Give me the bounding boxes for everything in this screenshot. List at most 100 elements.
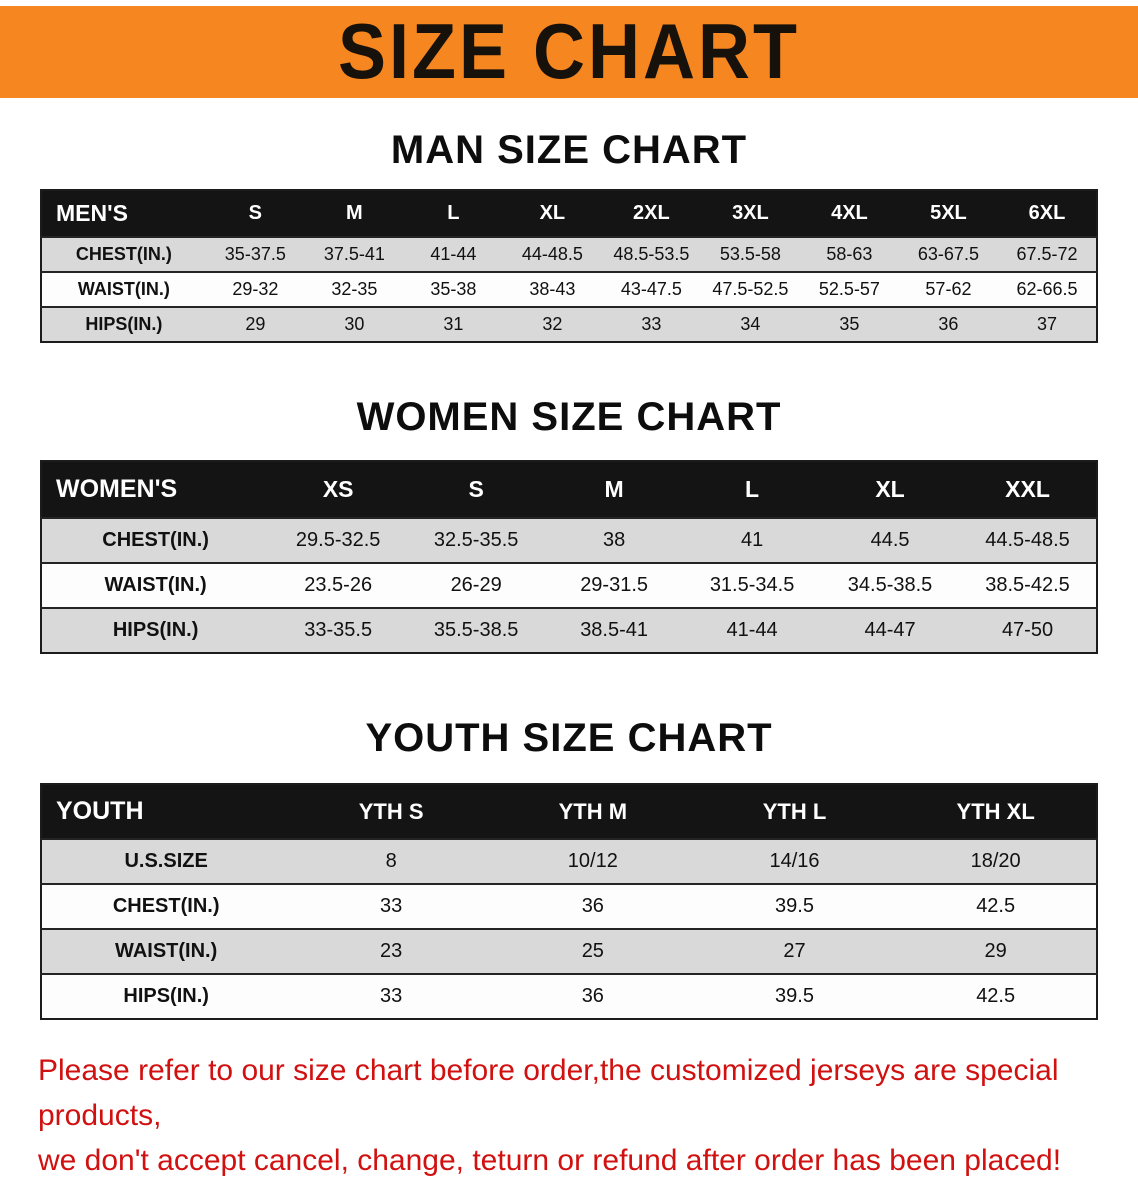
size-value-cell: 14/16	[769, 850, 820, 872]
size-value-cell: 38	[602, 529, 626, 551]
size-value-cell: 31.5-34.5	[709, 574, 795, 596]
table-row: HIPS(IN.) 33-35.5 35.5-38.5 38.5-41 41-44 44-…	[41, 608, 1097, 653]
size-value-cell: 41	[740, 529, 764, 551]
size-value-cell: 33	[380, 985, 403, 1007]
size-column-header: 3XL	[700, 190, 800, 237]
size-value-cell: 39.5	[775, 895, 814, 917]
size-value-cell: 33	[641, 314, 662, 334]
table-row: HIPS(IN.) 29 30 31 32 33 34 35 36 37	[41, 307, 1097, 342]
row-label: CHEST(IN.)	[102, 529, 209, 551]
table-row: HIPS(IN.) 33 36 39.5 42.5	[41, 974, 1097, 1019]
size-value-cell: 23.5-26	[304, 574, 373, 596]
size-column-header: XXL	[959, 461, 1097, 518]
size-value-cell: 42.5	[976, 985, 1016, 1007]
table-row: WAIST(IN.) 23 25 27 29	[41, 929, 1097, 974]
size-value-cell: 41-44	[430, 244, 477, 264]
row-label: HIPS(IN.)	[85, 314, 163, 334]
table-corner-label: WOMEN'S	[41, 461, 270, 518]
size-column-header: L	[683, 461, 822, 518]
disclaimer: Please refer to our size chart before or…	[38, 1048, 1102, 1183]
size-value-cell: 38.5-42.5	[985, 574, 1070, 596]
size-value-cell: 33	[380, 895, 403, 917]
size-value-cell: 44-48.5	[521, 244, 583, 264]
size-value-cell: 37.5-41	[323, 244, 385, 264]
size-value-cell: 67.5-72	[1016, 244, 1078, 264]
men-size-heading: MAN SIZE CHART	[390, 128, 748, 172]
row-label: CHEST(IN.)	[112, 895, 220, 917]
size-value-cell: 35	[839, 314, 860, 334]
size-value-cell: 42.5	[976, 895, 1016, 917]
size-column-header: M	[545, 461, 684, 518]
size-value-cell: 26-29	[450, 574, 502, 596]
table-row: CHEST(IN.) 35-37.5 37.5-41 41-44 44-48.5 48.5…	[41, 237, 1097, 272]
size-value-cell: 29	[245, 314, 266, 334]
size-column-header: S	[407, 461, 546, 518]
size-chart-title: SIZE CHART	[338, 8, 800, 96]
size-value-cell: 35.5-38.5	[433, 619, 519, 641]
table-row: U.S.SIZE 8 10/12 14/16 18/20	[41, 839, 1097, 884]
youth-size-section: YOUTH SIZE CHART YOUTH YTH S YTH M YTH L YTH…	[0, 716, 1138, 1020]
size-column-header: M	[304, 190, 404, 237]
table-corner-label: MEN'S	[41, 190, 206, 237]
size-value-cell: 29.5-32.5	[295, 529, 381, 551]
size-value-cell: 37	[1036, 314, 1057, 334]
size-column-header: YTH S	[290, 784, 492, 839]
row-label: HIPS(IN.)	[112, 619, 199, 641]
row-label: WAIST(IN.)	[115, 940, 218, 962]
size-value-cell: 47.5-52.5	[712, 279, 789, 299]
men-size-section: MAN SIZE CHART MEN'S S M L XL 2XL 3XL 4XL 5XL 6XL…	[0, 128, 1138, 343]
size-value-cell: 63-67.5	[917, 244, 979, 264]
youth-size-table: YOUTH YTH S YTH M YTH L YTH XL U.S.SIZE 8 10/12…	[40, 783, 1098, 1020]
disclaimer-line-2: we don't accept cancel, change, teturn o…	[38, 1144, 1062, 1177]
size-value-cell: 47-50	[1001, 619, 1054, 641]
row-label: WAIST(IN.)	[104, 574, 207, 596]
size-value-cell: 52.5-57	[818, 279, 880, 299]
size-value-cell: 38.5-41	[580, 619, 649, 641]
size-value-cell: 39.5	[775, 985, 814, 1007]
size-value-cell: 44.5	[870, 529, 910, 551]
size-column-header: YTH M	[491, 784, 694, 839]
size-value-cell: 34.5-38.5	[847, 574, 933, 596]
size-column-header: L	[403, 190, 503, 237]
size-value-cell: 38-43	[529, 279, 576, 299]
size-column-header: YTH XL	[895, 784, 1097, 839]
row-label: WAIST(IN.)	[77, 279, 170, 299]
row-label: CHEST(IN.)	[75, 244, 172, 264]
size-value-cell: 57-62	[925, 279, 972, 299]
size-value-cell: 35-37.5	[224, 244, 286, 264]
table-header-row: MEN'S S M L XL 2XL 3XL 4XL 5XL 6XL	[41, 190, 1097, 237]
women-size-section: WOMEN SIZE CHART WOMEN'S XS S M L XL XXL CHEST(…	[0, 395, 1138, 654]
size-value-cell: 29-31.5	[580, 574, 649, 596]
size-value-cell: 35-38	[430, 279, 477, 299]
size-value-cell: 32-35	[331, 279, 378, 299]
table-header-row: YOUTH YTH S YTH M YTH L YTH XL	[41, 784, 1097, 839]
table-header-row: WOMEN'S XS S M L XL XXL	[41, 461, 1097, 518]
size-value-cell: 36	[581, 985, 604, 1007]
size-value-cell: 43-47.5	[620, 279, 682, 299]
women-size-heading: WOMEN SIZE CHART	[356, 395, 782, 439]
size-column-header: 6XL	[997, 190, 1097, 237]
men-size-table: MEN'S S M L XL 2XL 3XL 4XL 5XL 6XL CHEST(IN.) 35-37…	[40, 189, 1098, 343]
size-value-cell: 23	[380, 940, 403, 962]
size-column-header: 2XL	[601, 190, 701, 237]
size-chart-banner: SIZE CHART	[0, 6, 1138, 98]
size-value-cell: 53.5-58	[719, 244, 781, 264]
size-value-cell: 33-35.5	[304, 619, 373, 641]
size-column-header: XS	[269, 461, 408, 518]
size-value-cell: 44.5-48.5	[985, 529, 1070, 551]
size-value-cell: 27	[783, 940, 806, 962]
youth-size-heading: YOUTH SIZE CHART	[365, 716, 773, 760]
size-value-cell: 32	[542, 314, 563, 334]
size-value-cell: 8	[385, 850, 397, 872]
table-row: CHEST(IN.) 29.5-32.5 32.5-35.5 38 41 44.5 44.5…	[41, 518, 1097, 563]
size-value-cell: 30	[344, 314, 365, 334]
size-value-cell: 62-66.5	[1016, 279, 1078, 299]
row-label: HIPS(IN.)	[123, 985, 209, 1007]
size-column-header: 5XL	[898, 190, 998, 237]
table-row: WAIST(IN.) 29-32 32-35 35-38 38-43 43-47.5 47.…	[41, 272, 1097, 307]
size-column-header: XL	[821, 461, 960, 518]
row-label: U.S.SIZE	[124, 850, 208, 872]
size-value-cell: 41-44	[726, 619, 778, 641]
table-row: WAIST(IN.) 23.5-26 26-29 29-31.5 31.5-34.5 34…	[41, 563, 1097, 608]
